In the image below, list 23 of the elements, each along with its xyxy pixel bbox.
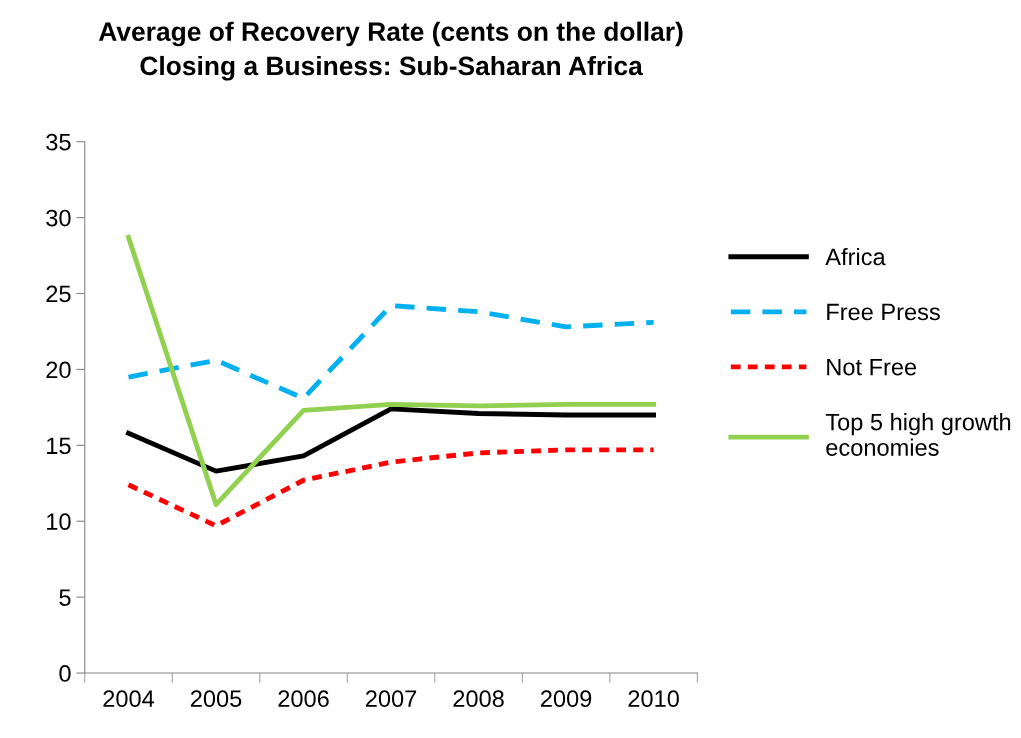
legend-label: Not Free [827, 358, 917, 376]
legend-label: Free Press [827, 303, 940, 321]
x-tick-label: 2006 [278, 690, 329, 708]
x-tick-label: 2004 [103, 690, 155, 708]
legend-label: Africa [825, 247, 886, 266]
y-tick-label: 10 [47, 513, 71, 531]
x-tick-label: 2005 [190, 690, 242, 708]
x-tick-label: 2010 [628, 690, 679, 708]
legend-label: Top 5 high growth economies [825, 413, 1011, 456]
y-tick-label: 30 [46, 209, 71, 227]
line-series [126, 447, 657, 529]
y-tick-label: 15 [47, 437, 71, 455]
y-tick-label: 5 [59, 589, 71, 606]
y-tick-label: 35 [46, 133, 71, 151]
x-tick-label: 2008 [453, 690, 504, 708]
y-tick-label: 20 [46, 361, 71, 379]
x-tick-label: 2009 [541, 690, 592, 708]
chart-title: Average of Recovery Rate (cents on the dollar) Closing a Business: Sub-Saharan Africa [98, 21, 683, 81]
x-tick-label: 2007 [365, 690, 417, 708]
line-series [126, 234, 657, 507]
y-tick-label: 25 [46, 285, 71, 303]
line-series [126, 406, 657, 474]
y-tick-label: 0 [59, 665, 71, 682]
